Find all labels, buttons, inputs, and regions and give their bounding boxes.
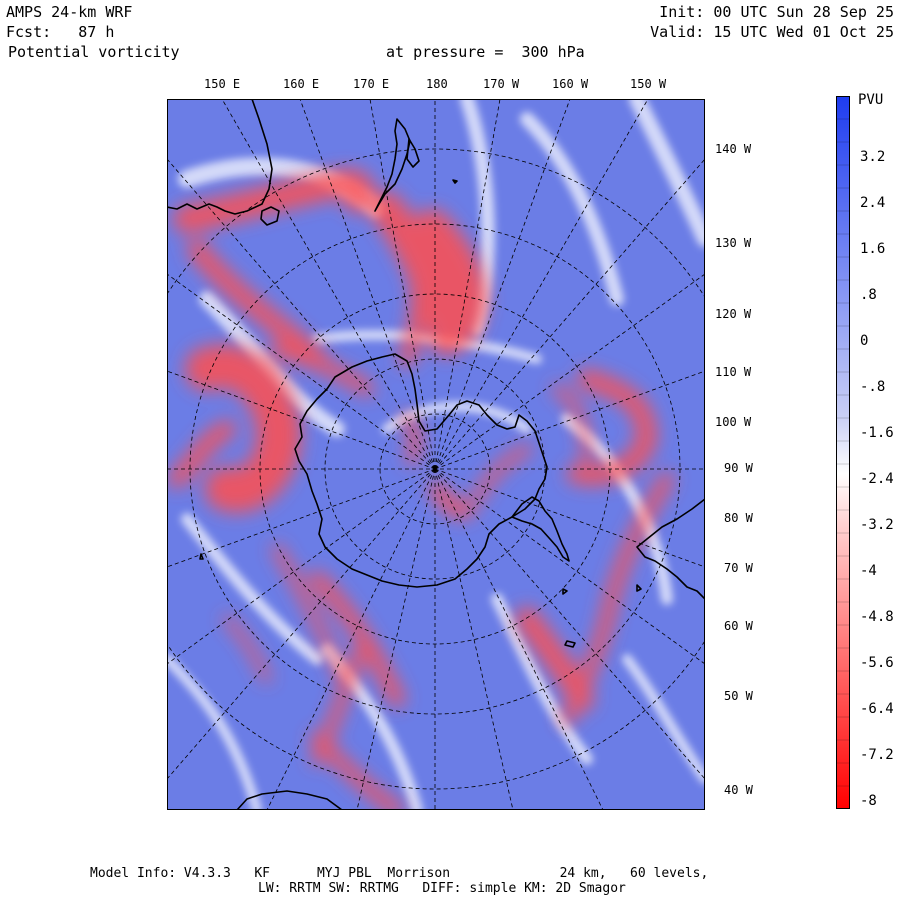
lon-label-right: 130 W bbox=[715, 236, 752, 250]
field-name: Potential vorticity bbox=[8, 43, 180, 61]
colorbar-segments bbox=[836, 118, 850, 787]
colorbar-gradient bbox=[836, 96, 850, 809]
colorbar-label: -2.4 bbox=[860, 471, 894, 487]
lon-label-right: 90 W bbox=[724, 461, 753, 475]
forecast-hour: Fcst: 87 h bbox=[6, 23, 115, 41]
colorbar-label: -8 bbox=[860, 793, 877, 809]
lon-label-top: 180 bbox=[426, 77, 448, 91]
lon-label-right: 100 W bbox=[715, 415, 752, 429]
meridians bbox=[167, 99, 705, 810]
antarctica-coast bbox=[294, 353, 548, 588]
pressure-level: at pressure = 300 hPa bbox=[386, 43, 585, 61]
colorbar-label: -4.8 bbox=[860, 609, 894, 625]
lon-label-top: 160 E bbox=[283, 77, 320, 91]
lon-label-right: 110 W bbox=[715, 365, 752, 379]
australia-coast bbox=[167, 99, 273, 215]
lon-label-right: 140 W bbox=[715, 142, 752, 156]
lon-label-top: 170 W bbox=[483, 77, 520, 91]
coastlines bbox=[167, 99, 705, 810]
colorbar-label: 3.2 bbox=[860, 149, 886, 165]
pv-map bbox=[167, 99, 705, 810]
lon-label-right: 50 W bbox=[724, 689, 753, 703]
lon-label-top: 170 E bbox=[353, 77, 390, 91]
lon-label-right: 60 W bbox=[724, 619, 753, 633]
lon-label-right: 120 W bbox=[715, 307, 752, 321]
colorbar-label: -3.2 bbox=[860, 517, 894, 533]
colorbar-label: -7.2 bbox=[860, 747, 894, 763]
init-time: Init: 00 UTC Sun 28 Sep 25 bbox=[659, 3, 894, 21]
colorbar bbox=[836, 96, 850, 809]
colorbar-label: -1.6 bbox=[860, 425, 894, 441]
colorbar-label: 2.4 bbox=[860, 195, 886, 211]
model-info: Model Info: V4.3.3 KF MYJ PBL Morrison 2… bbox=[90, 866, 709, 881]
colorbar-title: PVU bbox=[858, 92, 884, 108]
pv-streamers bbox=[168, 168, 674, 810]
valid-time: Valid: 15 UTC Wed 01 Oct 25 bbox=[650, 23, 894, 41]
lon-label-right: 80 W bbox=[724, 511, 753, 525]
colorbar-label: -5.6 bbox=[860, 655, 894, 671]
colorbar-label: .8 bbox=[860, 287, 877, 303]
colorbar-label: -4 bbox=[860, 563, 877, 579]
model-title: AMPS 24-km WRF bbox=[6, 3, 133, 21]
tasmania-coast bbox=[260, 206, 280, 226]
physics-info: LW: RRTM SW: RRTMG DIFF: simple KM: 2D S… bbox=[258, 881, 626, 896]
lon-label-top: 150 W bbox=[630, 77, 667, 91]
colorbar-label: 0 bbox=[860, 333, 869, 349]
lon-label-top: 160 W bbox=[552, 77, 589, 91]
colorbar-label: -.8 bbox=[860, 379, 886, 395]
lon-label-top: 150 E bbox=[204, 77, 241, 91]
south-america-coast bbox=[636, 498, 705, 600]
lon-label-right: 70 W bbox=[724, 561, 753, 575]
lon-label-right: 40 W bbox=[724, 783, 753, 797]
antarctic-peninsula-coast bbox=[511, 496, 570, 562]
colorbar-label: -6.4 bbox=[860, 701, 894, 717]
colorbar-label: 1.6 bbox=[860, 241, 886, 257]
